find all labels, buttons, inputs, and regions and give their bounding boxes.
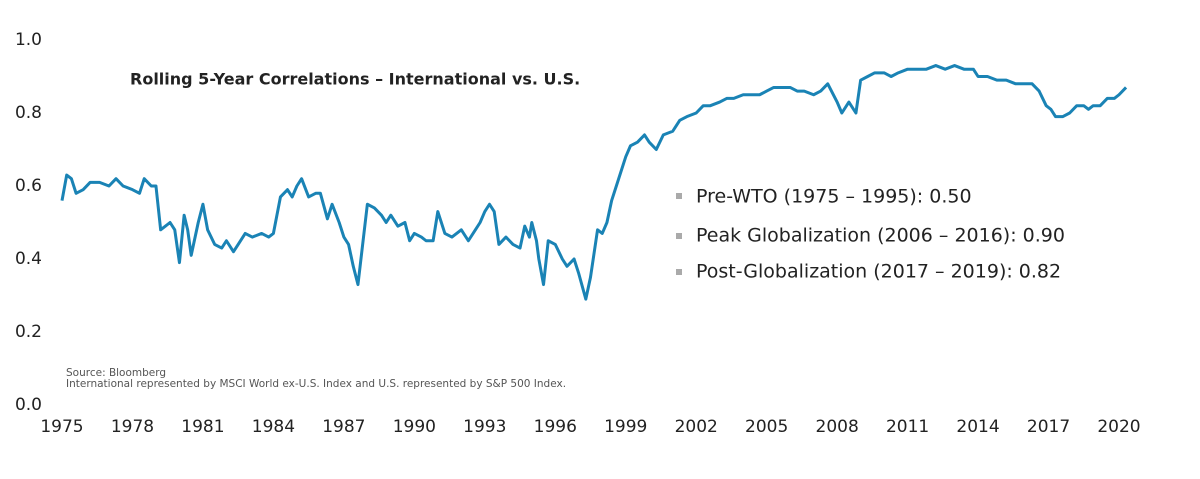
x-tick-label: 1999 <box>604 417 647 437</box>
x-tick-label: 2005 <box>745 417 788 437</box>
y-tick-label: 1.0 <box>15 30 42 50</box>
data-line <box>60 64 1128 301</box>
annotation: Peak Globalization (2006 – 2016): 0.90 <box>696 225 1065 247</box>
x-tick-label: 1993 <box>463 417 506 437</box>
annotation: Post-Globalization (2017 – 2019): 0.82 <box>696 261 1061 283</box>
x-tick-label: 1987 <box>322 417 365 437</box>
x-tick-label: 1990 <box>393 417 436 437</box>
bullet <box>676 233 682 239</box>
x-tick-label: 1996 <box>534 417 577 437</box>
x-tick-label: 2002 <box>675 417 718 437</box>
annotation: Pre-WTO (1975 – 1995): 0.50 <box>696 186 972 208</box>
y-tick-label: 0.2 <box>15 322 42 342</box>
x-tick-label: 2017 <box>1027 417 1070 437</box>
bullet <box>676 193 682 199</box>
x-tick-label: 2014 <box>956 417 999 437</box>
y-tick-label: 0.4 <box>15 249 42 269</box>
x-tick-label: 1975 <box>40 417 83 437</box>
source-note: Source: Bloomberg <box>66 367 166 379</box>
x-tick-label: 2020 <box>1097 417 1140 437</box>
source-note: International represented by MSCI World … <box>66 378 566 390</box>
y-tick-label: 0.8 <box>15 103 42 123</box>
y-tick-label: 0.0 <box>15 395 42 415</box>
x-tick-label: 2011 <box>886 417 929 437</box>
bullet <box>676 269 682 275</box>
x-tick-label: 1978 <box>111 417 154 437</box>
x-tick-label: 1984 <box>252 417 295 437</box>
y-tick-label: 0.6 <box>15 176 42 196</box>
chart-title: Rolling 5-Year Correlations – Internatio… <box>130 70 580 89</box>
x-tick-label: 2008 <box>816 417 859 437</box>
x-tick-label: 1981 <box>181 417 224 437</box>
